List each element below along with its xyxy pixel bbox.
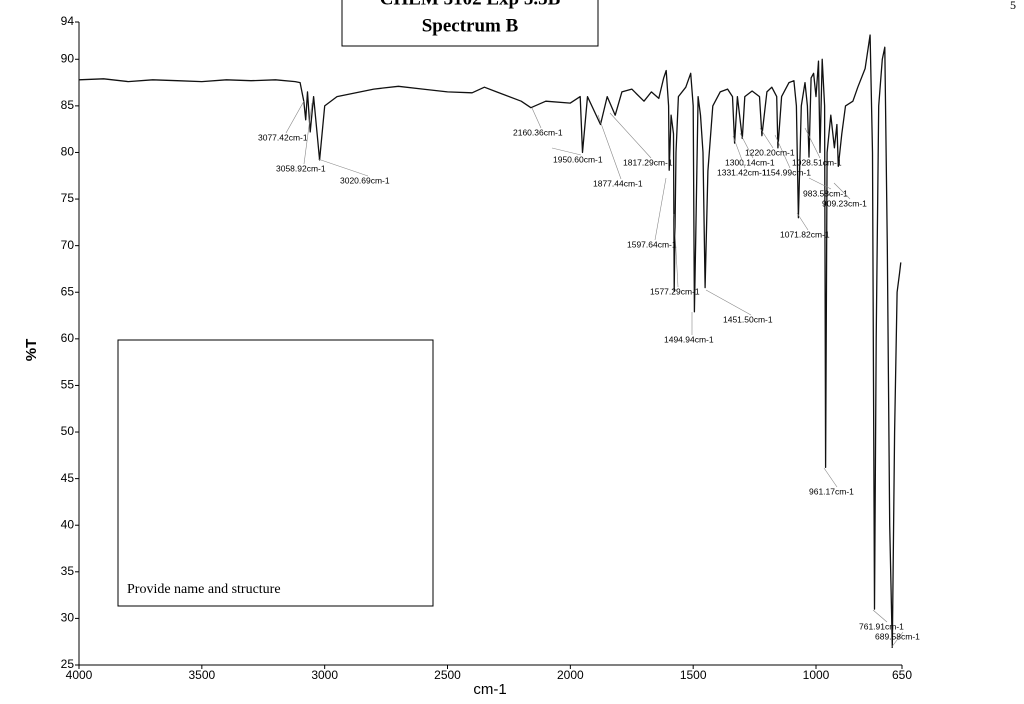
y-tick-label: 55 bbox=[61, 378, 75, 392]
x-tick-label: 4000 bbox=[66, 668, 93, 682]
annotation-leader bbox=[609, 112, 652, 159]
title-box bbox=[341, 0, 599, 47]
peak-annotation: 1597.64cm-1 bbox=[627, 239, 677, 249]
peak-annotation: 1154.99cm-1 bbox=[762, 167, 811, 177]
x-tick-label: 3500 bbox=[188, 668, 215, 682]
peak-annotation: 2160.36cm-1 bbox=[513, 127, 563, 137]
y-tick-label: 94 bbox=[61, 14, 75, 28]
answer-prompt: Provide name and structure bbox=[127, 582, 281, 597]
y-tick-label: 60 bbox=[61, 331, 75, 345]
peak-annotation: 761.91cm-1 bbox=[859, 621, 904, 631]
page-number: 5 bbox=[1010, 0, 1016, 12]
annotation-leader bbox=[732, 135, 746, 169]
peak-annotation: 689.58cm-1 bbox=[875, 631, 920, 641]
annotation-leader bbox=[285, 100, 305, 134]
annotation-leader bbox=[654, 177, 667, 241]
annotation-leader bbox=[759, 127, 774, 149]
y-tick-label: 35 bbox=[61, 564, 75, 578]
y-tick-label: 90 bbox=[61, 51, 75, 65]
peak-annotation: 1451.50cm-1 bbox=[723, 314, 773, 324]
peak-annotation: 1300.14cm-1 bbox=[725, 157, 775, 167]
annotation-leader bbox=[890, 631, 904, 649]
peak-annotation: 1331.42cm-1 bbox=[717, 167, 767, 177]
annotation-leader bbox=[823, 467, 838, 488]
annotation-leader bbox=[872, 609, 888, 623]
annotation-leader bbox=[551, 147, 582, 156]
annotation-leader bbox=[739, 132, 754, 159]
annotation-leader bbox=[804, 127, 821, 159]
peak-annotation: 1950.60cm-1 bbox=[553, 154, 603, 164]
peak-annotation: 1877.44cm-1 bbox=[593, 178, 643, 188]
y-tick-label: 85 bbox=[61, 98, 75, 112]
x-tick-label: 1000 bbox=[803, 668, 830, 682]
y-tick-label: 80 bbox=[61, 145, 75, 159]
y-tick-label: 50 bbox=[61, 424, 75, 438]
spectrum-line bbox=[78, 34, 902, 648]
peak-annotation: 3058.92cm-1 bbox=[276, 163, 326, 173]
chart-title: CHEM 3102 Exp 5.5B bbox=[380, 0, 561, 9]
peak-annotation: 1220.20cm-1 bbox=[745, 147, 795, 157]
y-tick-label: 45 bbox=[61, 471, 75, 485]
peak-annotation: 961.17cm-1 bbox=[809, 486, 854, 496]
y-tick-label: 30 bbox=[61, 611, 75, 625]
peak-annotation: 1494.94cm-1 bbox=[664, 334, 714, 344]
x-tick-label: 2000 bbox=[557, 668, 584, 682]
x-tick-label: 650 bbox=[892, 668, 912, 682]
annotation-leader bbox=[705, 289, 752, 316]
peak-annotation: 3077.42cm-1 bbox=[258, 132, 308, 142]
peak-annotation: 983.58cm-1 bbox=[803, 188, 848, 198]
y-tick-label: 75 bbox=[61, 191, 75, 205]
y-tick-label: 40 bbox=[61, 517, 75, 531]
annotation-leader bbox=[597, 114, 622, 180]
annotation-leader bbox=[774, 134, 791, 169]
peak-annotation: 3020.69cm-1 bbox=[340, 175, 390, 185]
y-tick-label: 25 bbox=[61, 657, 75, 671]
y-tick-label: 65 bbox=[61, 284, 75, 298]
annotation-leader bbox=[531, 107, 542, 129]
y-axis-label: %T bbox=[23, 339, 40, 362]
annotation-leader bbox=[833, 182, 851, 200]
peak-annotation: 1577.29cm-1 bbox=[650, 286, 700, 296]
annotation-leader bbox=[317, 158, 369, 177]
chart-subtitle: Spectrum B bbox=[422, 15, 519, 36]
annotation-leader bbox=[303, 102, 313, 165]
y-tick-label: 70 bbox=[61, 238, 75, 252]
x-tick-label: 1500 bbox=[680, 668, 707, 682]
x-axis-label: cm-1 bbox=[473, 681, 506, 698]
annotation-leader bbox=[673, 213, 679, 288]
annotation-leader bbox=[808, 177, 832, 190]
peak-annotation: 1071.82cm-1 bbox=[780, 229, 830, 239]
x-tick-label: 2500 bbox=[434, 668, 461, 682]
peak-annotation: 1817.29cm-1 bbox=[623, 157, 673, 167]
peak-annotation: 1028.51cm-1 bbox=[792, 157, 842, 167]
annotation-leader bbox=[796, 212, 809, 231]
answer-box bbox=[117, 339, 434, 607]
peak-annotation: 909.23cm-1 bbox=[822, 198, 867, 208]
x-tick-label: 3000 bbox=[311, 668, 338, 682]
